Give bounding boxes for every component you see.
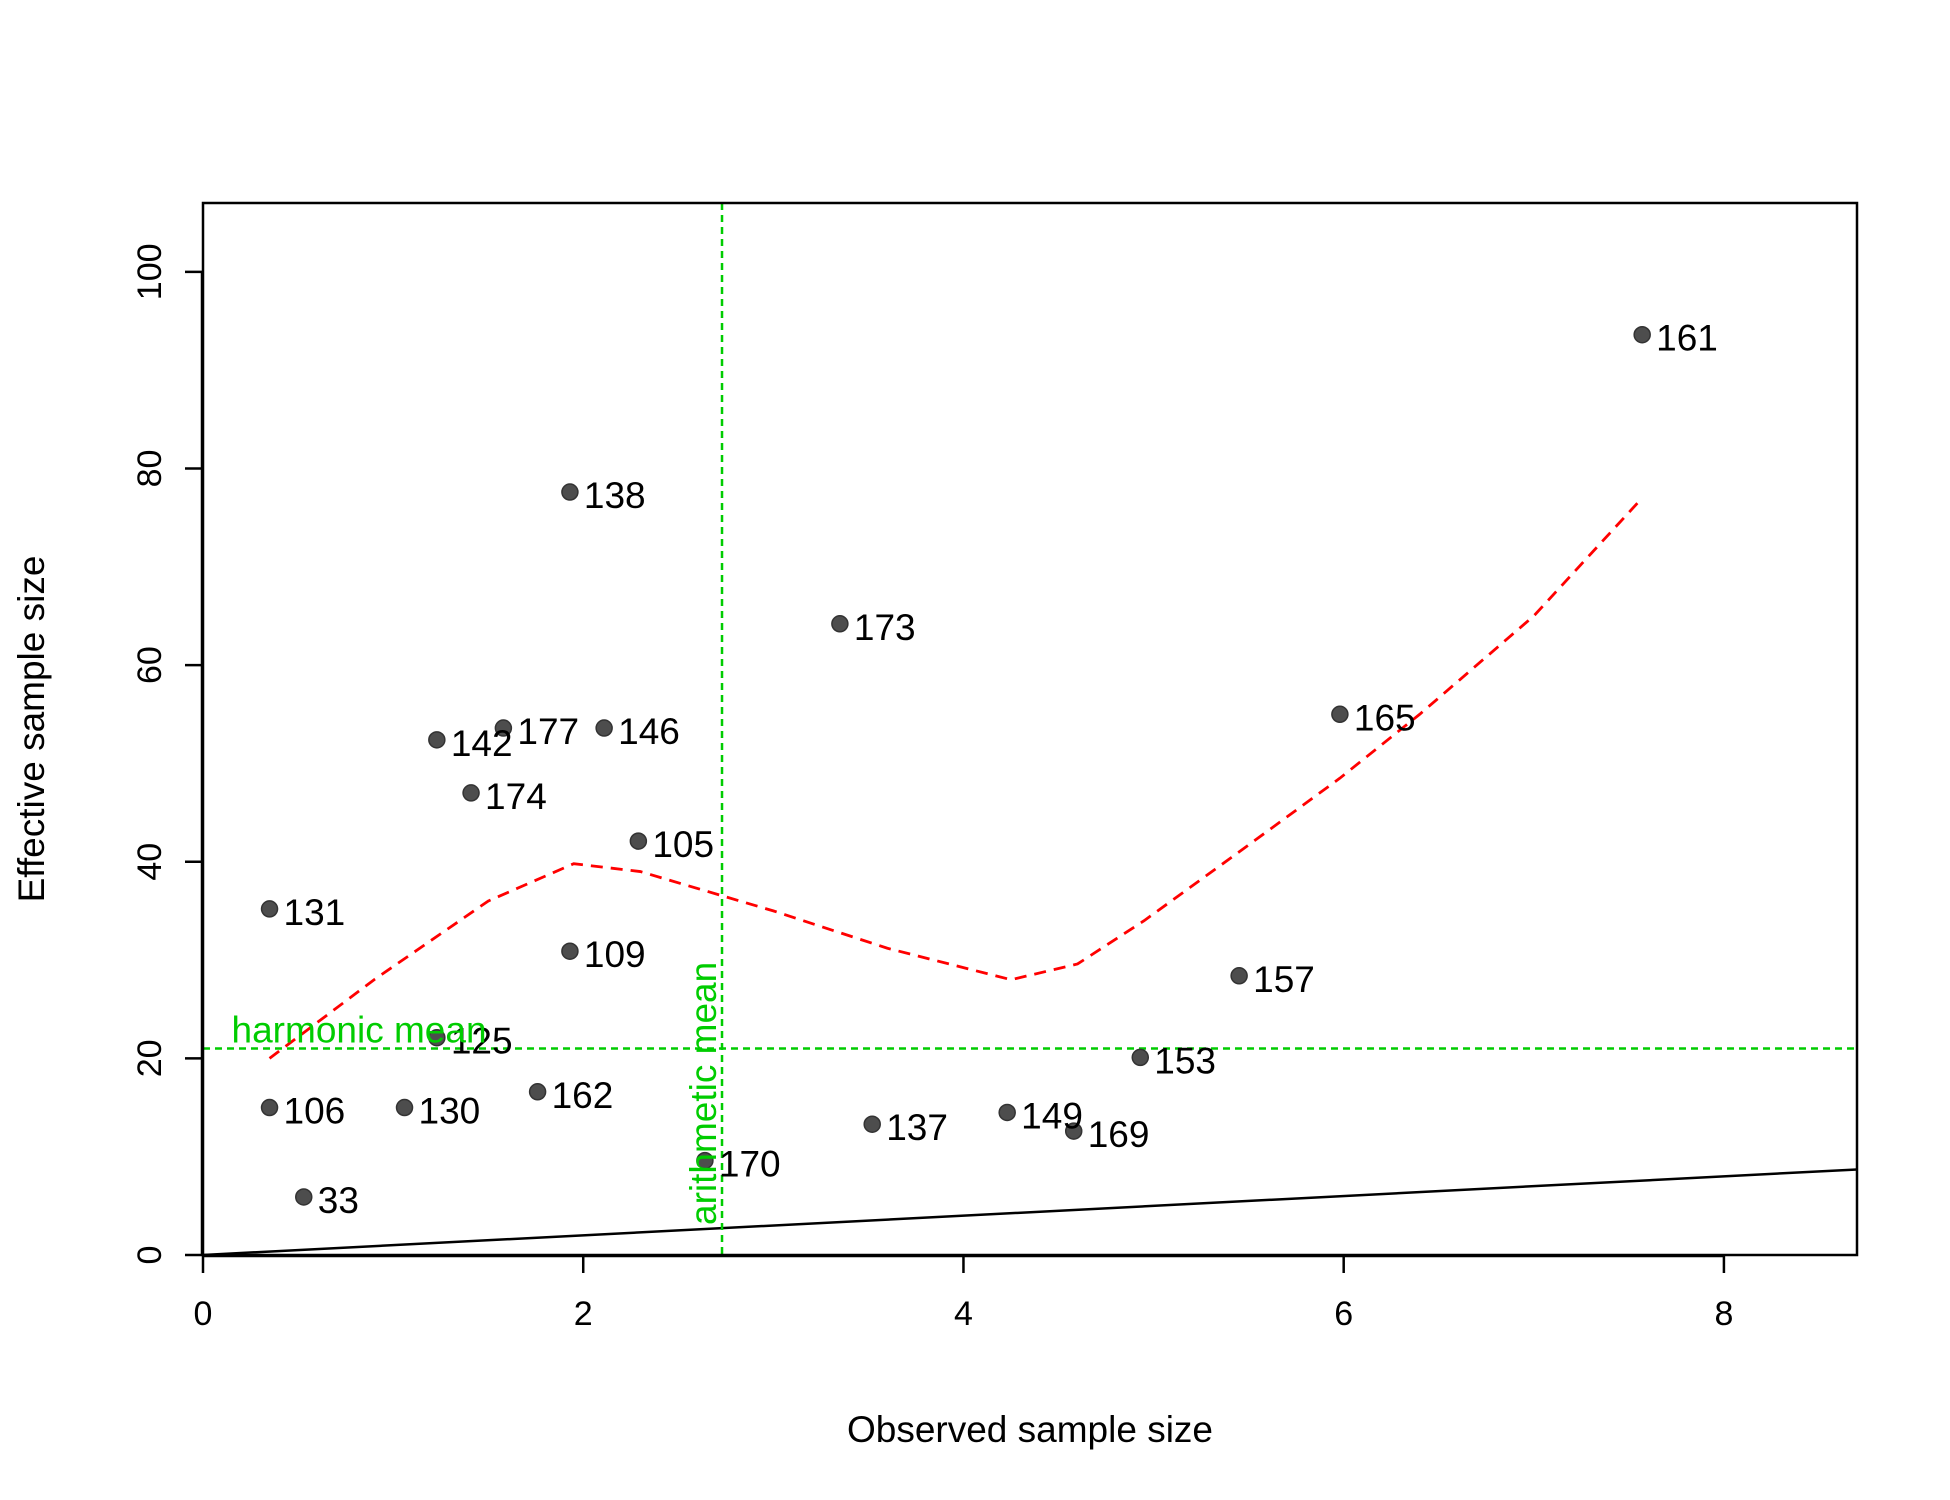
data-point-174 xyxy=(462,784,480,802)
point-label-165: 165 xyxy=(1354,697,1416,738)
data-point-138 xyxy=(561,483,579,501)
data-point-125 xyxy=(428,1028,446,1047)
data-point-177 xyxy=(494,719,513,737)
x-tick-label-0: 0 xyxy=(194,1295,213,1333)
point-label-130: 130 xyxy=(419,1091,481,1132)
point-label-146: 146 xyxy=(618,711,680,752)
point-label-138: 138 xyxy=(584,475,646,516)
y-tick-label-60: 60 xyxy=(131,646,169,684)
point-label-33: 33 xyxy=(318,1180,359,1221)
y-axis-title: Effective sample size xyxy=(11,556,52,903)
point-label-125: 125 xyxy=(451,1021,513,1062)
point-label-157: 157 xyxy=(1253,959,1315,1000)
point-label-173: 173 xyxy=(854,607,916,648)
x-axis-title: Observed sample size xyxy=(847,1409,1213,1450)
data-point-146 xyxy=(595,719,613,737)
data-point-105 xyxy=(629,832,648,850)
data-point-149 xyxy=(998,1103,1016,1122)
data-point-109 xyxy=(561,942,579,960)
point-label-137: 137 xyxy=(886,1107,948,1148)
data-point-131 xyxy=(260,900,279,918)
data-point-33 xyxy=(295,1188,313,1206)
point-label-162: 162 xyxy=(552,1075,614,1116)
point-label-177: 177 xyxy=(517,711,579,752)
point-label-169: 169 xyxy=(1088,1114,1150,1155)
data-point-137 xyxy=(863,1115,881,1133)
data-point-106 xyxy=(260,1098,279,1117)
point-label-106: 106 xyxy=(284,1091,346,1132)
x-tick-label-2: 2 xyxy=(574,1295,593,1333)
y-tick-label-20: 20 xyxy=(131,1039,169,1077)
data-point-162 xyxy=(528,1083,547,1101)
reference-line xyxy=(203,1168,1857,1255)
smooth-trend-line xyxy=(268,497,1644,1060)
plot-area xyxy=(203,203,1857,1255)
point-label-142: 142 xyxy=(451,723,513,764)
point-label-109: 109 xyxy=(584,934,646,975)
data-point-161 xyxy=(1633,325,1651,344)
x-tick-label-8: 8 xyxy=(1714,1295,1733,1333)
data-point-170 xyxy=(696,1151,714,1170)
y-tick-label-80: 80 xyxy=(131,450,169,488)
x-tick-label-6: 6 xyxy=(1334,1295,1353,1333)
point-label-161: 161 xyxy=(1656,318,1718,359)
data-point-169 xyxy=(1064,1122,1083,1140)
harmonic-mean-label: harmonic mean xyxy=(232,1010,487,1051)
data-point-142 xyxy=(428,731,446,749)
y-tick-label-0: 0 xyxy=(131,1246,169,1265)
point-label-170: 170 xyxy=(719,1144,781,1185)
point-label-105: 105 xyxy=(652,824,714,865)
x-tick-label-4: 4 xyxy=(954,1295,973,1333)
point-label-153: 153 xyxy=(1154,1040,1216,1081)
data-point-165 xyxy=(1331,705,1349,724)
arithmetic-mean-label: arithmetic mean xyxy=(683,962,724,1225)
data-point-173 xyxy=(831,615,849,633)
data-point-130 xyxy=(395,1098,414,1117)
data-point-153 xyxy=(1131,1048,1150,1067)
y-tick-label-40: 40 xyxy=(131,843,169,881)
point-labels: 161 138 173 165 177 146 142 174 105 131 109 157 125 1… xyxy=(232,318,1718,1225)
point-label-149: 149 xyxy=(1021,1095,1083,1136)
data-point-157 xyxy=(1230,967,1248,985)
point-label-131: 131 xyxy=(284,892,346,933)
point-label-174: 174 xyxy=(485,776,547,817)
y-tick-label-100: 100 xyxy=(131,243,169,300)
